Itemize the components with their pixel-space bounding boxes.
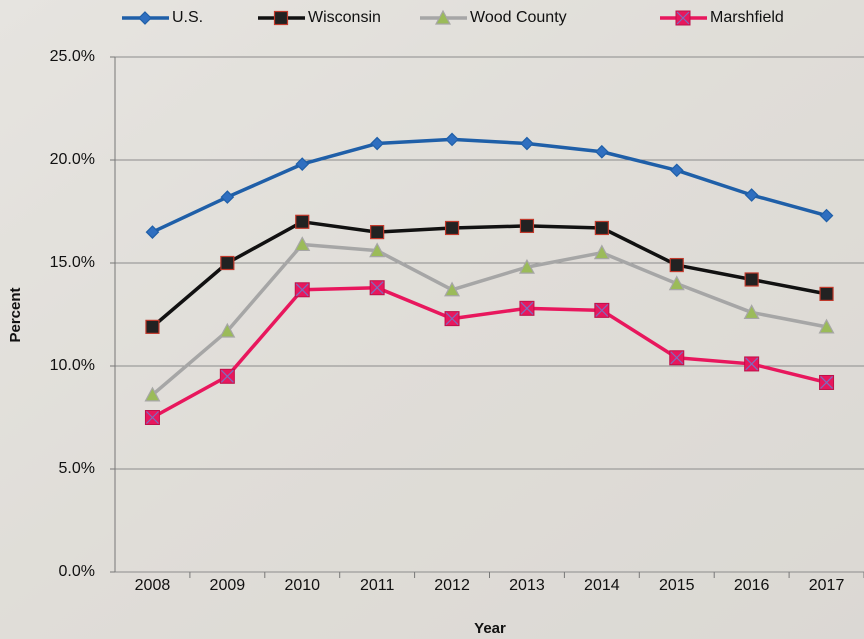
marker [144,386,161,402]
marker [593,244,610,260]
marker [518,258,535,274]
marker [675,10,691,26]
x-tick-label: 2009 [210,577,246,594]
y-tick-label: 15.0% [50,254,95,271]
y-tick-label: 20.0% [50,151,95,168]
marker [444,281,461,297]
x-tick-label: 2010 [284,577,320,594]
marker-cross [146,411,159,424]
marker [145,319,160,334]
marker [594,220,609,236]
marker [669,257,684,273]
marker [370,136,384,151]
marker [520,136,534,151]
marker [138,11,152,25]
series-line [151,285,827,420]
marker-cross [820,376,833,389]
marker [294,236,311,252]
marker [743,304,760,320]
marker [369,242,386,258]
y-axis-title: Percent [7,287,24,342]
x-tick-label: 2014 [584,577,620,594]
marker-cross [595,303,609,317]
x-tick-label: 2013 [509,577,545,594]
marker [669,350,685,366]
marker [295,157,310,171]
marker [220,190,235,204]
marker [144,410,160,425]
marker-cross [445,312,459,326]
x-tick-label: 2017 [809,577,845,594]
marker [219,368,235,384]
marker [294,282,310,298]
series-line [151,137,828,234]
marker [220,255,235,271]
series-markers [144,280,835,425]
y-tick-label: 10.0% [50,357,95,374]
marker-cross [670,351,684,365]
marker-cross [370,281,384,295]
marker-cross [520,301,534,315]
series-markers [145,132,834,239]
series-line [151,220,827,329]
marker [595,144,609,159]
marker [295,214,310,229]
y-tick-label: 0.0% [59,563,95,580]
marker-cross [745,357,759,371]
marker [519,218,535,234]
marker [744,188,759,202]
marker [594,302,610,318]
x-tick-label: 2016 [734,577,770,594]
marker [668,275,685,291]
marker [369,280,385,296]
marker [444,220,460,236]
marker [819,208,834,223]
marker [219,322,236,338]
series-markers [145,214,834,334]
marker-cross [676,11,690,25]
marker [145,225,160,239]
legend-label: Wisconsin [308,9,381,26]
legend-label: Marshfield [710,9,784,26]
marker [819,374,835,390]
marker [370,225,385,240]
legend-label: U.S. [172,9,203,26]
marker [444,311,460,327]
x-tick-label: 2015 [659,577,695,594]
marker [273,10,289,26]
y-tick-label: 25.0% [50,48,95,65]
marker [744,356,760,372]
marker [445,132,459,147]
marker [818,318,835,334]
marker [744,272,759,287]
marker [434,9,452,25]
y-tick-label: 5.0% [59,460,95,477]
marker [819,286,834,301]
series-markers [144,236,835,402]
marker-cross [295,283,309,297]
marker-cross [220,369,234,383]
x-tick-label: 2011 [360,577,395,594]
marker [519,300,535,316]
marker [669,163,684,178]
x-tick-label: 2012 [434,577,470,594]
series-line [151,242,827,397]
x-tick-label: 2008 [135,577,171,594]
legend-label: Wood County [470,9,567,26]
x-axis-title: Year [474,620,506,637]
